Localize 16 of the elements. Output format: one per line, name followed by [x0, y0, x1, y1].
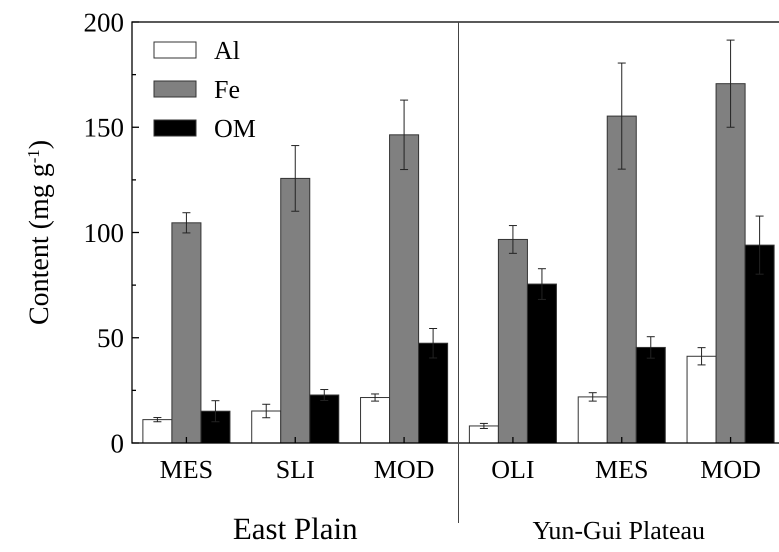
y-tick-label: 150 — [84, 112, 124, 143]
legend-label: OM — [214, 114, 256, 144]
x-tick-label: MOD — [700, 455, 761, 484]
y-tick-label: 100 — [84, 218, 124, 248]
legend-label: Fe — [214, 75, 240, 104]
y-tick-label: 0 — [110, 428, 124, 458]
x-tick-label: MES — [160, 455, 214, 484]
legend-label: Al — [214, 36, 240, 66]
y-tick-label: 50 — [97, 323, 124, 354]
text: East Plain — [232, 511, 358, 546]
text: Yun-Gui Plateau — [532, 516, 706, 545]
x-tick-label: MOD — [374, 455, 434, 484]
x-tick-label: SLI — [276, 455, 315, 484]
x-tick-label: MES — [595, 455, 648, 484]
x-tick-label: OLI — [491, 455, 535, 484]
y-tick-label: 200 — [84, 7, 124, 38]
